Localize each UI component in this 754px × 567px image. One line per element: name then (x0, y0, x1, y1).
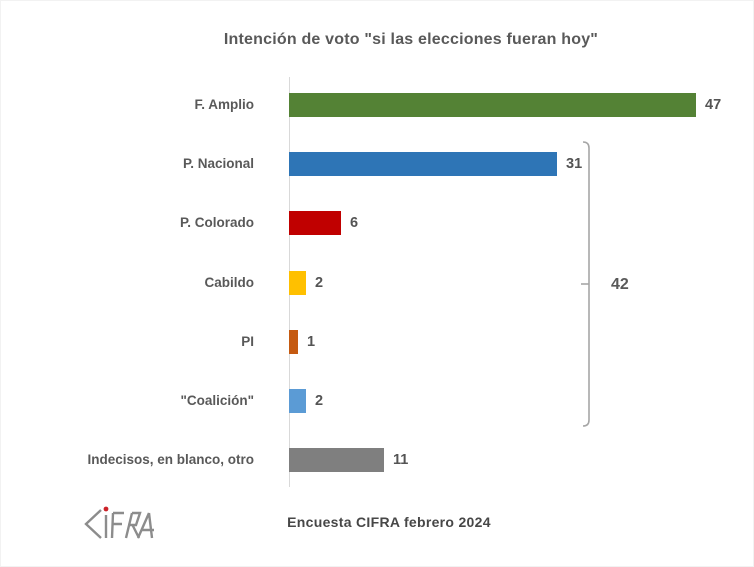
value-label: 31 (566, 156, 583, 172)
bar (289, 448, 384, 472)
category-label: P. Colorado (179, 215, 254, 230)
logo-letter-a (136, 512, 154, 539)
category-label: "Coalición" (180, 393, 254, 408)
bar (289, 389, 306, 413)
category-label: Cabildo (204, 275, 255, 290)
value-label: 1 (307, 334, 316, 350)
source-caption: Encuesta CIFRA febrero 2024 (287, 514, 491, 530)
value-label: 47 (705, 97, 722, 113)
logo-letter-f (110, 511, 124, 539)
category-label: PI (241, 334, 254, 349)
category-label: Indecisos, en blanco, otro (87, 452, 254, 467)
value-label: 6 (350, 215, 359, 231)
group-bracket (581, 141, 590, 427)
bar (289, 271, 306, 295)
value-label: 2 (315, 275, 324, 291)
logo-red-dot (103, 506, 109, 512)
value-label: 2 (315, 393, 324, 409)
category-label: P. Nacional (182, 156, 254, 171)
bracket-total-label: 42 (611, 276, 629, 293)
bar (289, 152, 557, 176)
bar (289, 93, 696, 117)
chart-title: Intención de voto "si las elecciones fue… (223, 31, 599, 48)
category-label: F. Amplio (194, 97, 255, 112)
value-label: 11 (393, 452, 409, 468)
bar (289, 211, 341, 235)
cifra-logo (84, 506, 154, 539)
bar (289, 330, 298, 354)
logo-letter-c (84, 509, 102, 539)
logo-letter-r (124, 511, 142, 539)
